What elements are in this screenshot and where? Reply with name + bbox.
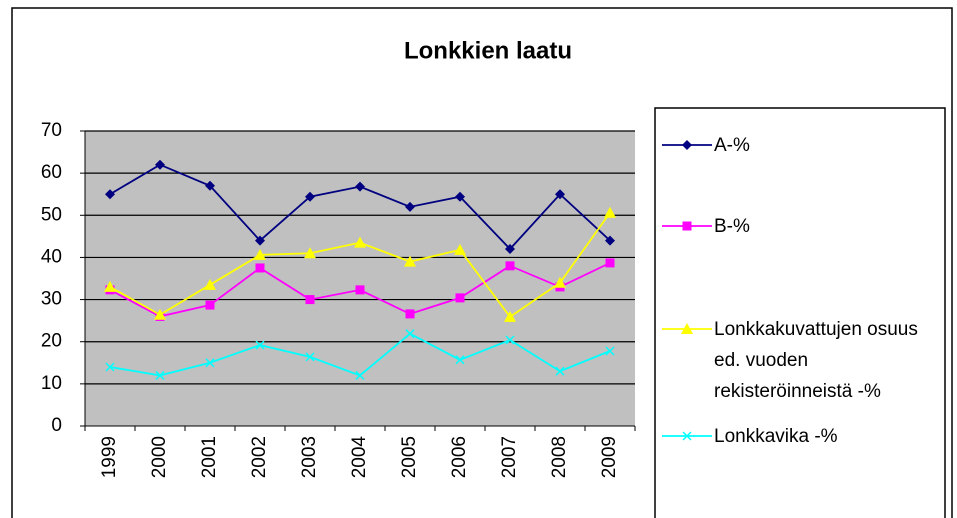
marker	[682, 431, 692, 441]
y-tick-label: 60	[41, 162, 62, 183]
marker	[505, 244, 515, 254]
marker	[304, 247, 316, 259]
marker	[255, 235, 265, 246]
marker	[505, 335, 515, 345]
marker	[455, 293, 465, 303]
marker	[355, 370, 365, 380]
marker	[605, 258, 615, 268]
y-tick-label: 10	[41, 373, 62, 394]
marker	[255, 263, 265, 273]
marker	[681, 323, 693, 334]
marker	[605, 346, 615, 356]
marker	[355, 285, 365, 295]
y-tick-label: 70	[41, 120, 62, 141]
y-tick-label: 20	[41, 331, 62, 352]
marker	[305, 295, 315, 305]
marker	[682, 221, 692, 231]
legend-label: Lonkkakuvattujen osuus ed. vuoden rekist…	[714, 319, 918, 402]
marker	[455, 191, 465, 202]
legend-label: A-%	[714, 135, 750, 156]
x-tick-label: 2002	[249, 436, 270, 478]
marker	[405, 329, 415, 339]
marker	[405, 201, 415, 212]
marker	[105, 189, 115, 200]
x-tick-label: 1999	[99, 436, 120, 478]
x-tick-label: 2003	[299, 436, 320, 478]
y-tick-label: 0	[51, 415, 62, 436]
marker	[455, 355, 465, 365]
y-tick-label: 30	[41, 289, 62, 310]
x-tick-label: 2004	[349, 436, 370, 479]
y-tick-label: 50	[41, 204, 62, 225]
marker	[155, 370, 165, 380]
marker	[205, 358, 215, 368]
marker	[155, 159, 165, 170]
marker	[555, 366, 565, 376]
marker	[554, 276, 566, 288]
marker	[105, 362, 115, 372]
marker	[354, 236, 366, 248]
marker	[255, 340, 265, 350]
marker	[205, 300, 215, 310]
marker	[682, 140, 692, 150]
marker	[305, 191, 315, 202]
marker	[505, 261, 515, 271]
x-tick-label: 2005	[399, 436, 420, 478]
chart-title: Lonkkien laatu	[404, 37, 572, 64]
x-tick-label: 2001	[199, 436, 220, 478]
legend-label: B-%	[714, 216, 750, 237]
marker	[555, 189, 565, 200]
marker	[154, 308, 166, 320]
marker	[454, 243, 466, 255]
plot-area	[85, 131, 635, 426]
marker	[605, 235, 615, 246]
x-tick-label: 2008	[549, 436, 570, 478]
x-tick-label: 2007	[499, 436, 520, 478]
legend-box	[654, 107, 946, 518]
marker	[405, 309, 415, 319]
x-tick-label: 2009	[599, 436, 620, 478]
marker	[604, 206, 616, 218]
marker	[404, 255, 416, 267]
legend-label: Lonkkavika -%	[714, 426, 838, 447]
x-tick-label: 2006	[449, 436, 470, 478]
marker	[504, 310, 516, 322]
marker	[305, 352, 315, 362]
marker	[205, 180, 215, 191]
marker	[204, 278, 216, 290]
y-tick-label: 40	[41, 246, 62, 267]
marker	[254, 248, 266, 260]
marker	[104, 280, 116, 292]
x-tick-label: 2000	[149, 436, 170, 478]
marker	[355, 181, 365, 192]
